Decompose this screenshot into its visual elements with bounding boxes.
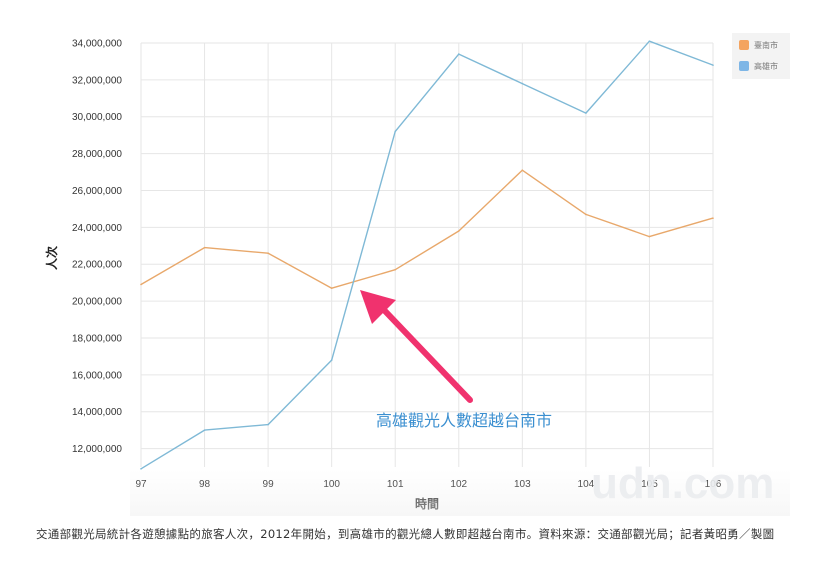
- series-line-kaohsiung: [140, 40, 714, 470]
- figure-caption: 交通部觀光局統計各遊憩據點的旅客人次，2012年開始，到高雄市的觀光總人數即超越…: [36, 527, 775, 541]
- series-line-tainan: [140, 169, 714, 289]
- data-point: [140, 283, 142, 286]
- series-lines: [140, 40, 714, 470]
- data-point: [394, 130, 397, 133]
- grid: [140, 42, 714, 467]
- y-tick-label: 20,000,000: [72, 297, 122, 308]
- data-point: [648, 235, 651, 238]
- y-tick-label: 24,000,000: [72, 223, 122, 234]
- data-point: [521, 82, 524, 85]
- legend: 臺南市 高雄市: [732, 33, 790, 79]
- annotation-arrow: [360, 290, 473, 403]
- y-tick-label: 30,000,000: [72, 112, 122, 123]
- y-tick-label: 26,000,000: [72, 186, 122, 197]
- y-tick-label: 28,000,000: [72, 149, 122, 160]
- legend-swatch-tainan: [739, 40, 749, 50]
- data-point: [585, 213, 587, 216]
- y-axis-ticks: 12,000,000 14,000,000 16,000,000 18,000,000…: [72, 39, 122, 456]
- legend-label-tainan: 臺南市: [754, 40, 778, 50]
- annotation-text: 高雄觀光人數超越台南市: [376, 411, 552, 430]
- data-point: [712, 64, 714, 66]
- y-tick-label: 14,000,000: [72, 407, 122, 418]
- y-tick-label: 22,000,000: [72, 260, 122, 271]
- data-point: [140, 468, 142, 470]
- y-tick-label: 34,000,000: [72, 39, 122, 50]
- data-point: [712, 217, 714, 219]
- y-tick-label: 12,000,000: [72, 444, 122, 455]
- y-axis-title: 人次: [44, 246, 59, 270]
- data-point: [585, 112, 587, 114]
- y-tick-label: 32,000,000: [72, 75, 122, 86]
- data-point: [457, 53, 460, 55]
- data-point: [521, 169, 524, 171]
- data-point: [457, 230, 460, 232]
- legend-swatch-kaohsiung: [739, 61, 749, 71]
- data-point: [330, 287, 333, 289]
- data-point: [648, 40, 651, 42]
- line-chart: 12,000,000 14,000,000 16,000,000 18,000,000…: [44, 33, 790, 511]
- data-point: [267, 252, 269, 254]
- bottom-fade: [130, 470, 790, 516]
- data-point: [203, 246, 206, 249]
- y-tick-label: 18,000,000: [72, 333, 122, 344]
- data-point: [203, 429, 206, 431]
- data-point: [267, 423, 269, 426]
- y-tick-label: 16,000,000: [72, 370, 122, 381]
- data-point: [394, 268, 397, 271]
- data-point: [330, 359, 333, 361]
- legend-label-kaohsiung: 高雄市: [754, 61, 778, 71]
